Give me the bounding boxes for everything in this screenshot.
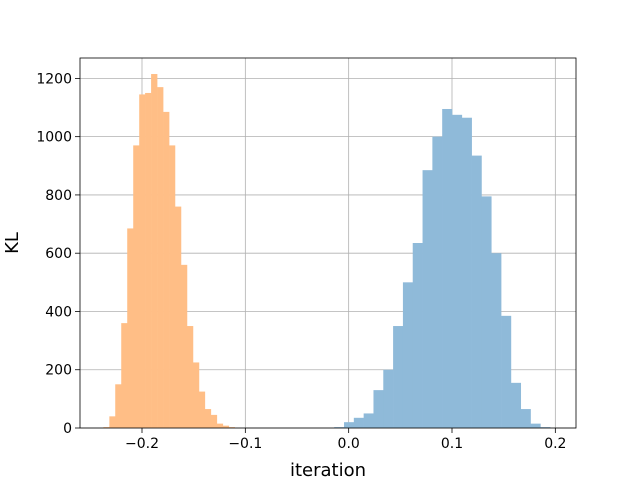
x-tick-label: 0.0 — [338, 436, 360, 452]
histogram-bar-series-2 — [432, 136, 443, 428]
histogram-bar-series-1 — [216, 423, 224, 428]
histogram-bar-series-2 — [344, 422, 355, 428]
histogram-bar-series-1 — [228, 427, 235, 428]
histogram-bar-series-2 — [471, 155, 482, 428]
y-axis-label: KL — [2, 232, 23, 254]
y-tick-label: 1200 — [36, 71, 72, 87]
histogram-bar-series-2 — [461, 117, 472, 428]
x-axis-label: iteration — [290, 460, 366, 480]
histogram-bar-series-1 — [222, 425, 230, 428]
histogram-bar-series-2 — [363, 413, 374, 428]
histogram-bar-series-1 — [121, 323, 128, 428]
histogram-bar-series-1 — [139, 94, 146, 428]
histogram-bar-series-2 — [481, 196, 492, 428]
y-tick-label: 400 — [45, 304, 72, 320]
histogram-bar-series-2 — [491, 253, 502, 428]
histogram-bar-series-1 — [151, 74, 158, 428]
histogram-bar-series-2 — [383, 369, 394, 428]
y-tick-label: 600 — [45, 246, 72, 262]
histogram-bar-series-2 — [412, 243, 423, 428]
x-tick-label: 0.2 — [544, 436, 566, 452]
histogram-bar-series-1 — [163, 111, 170, 428]
y-tick-label: 800 — [45, 188, 72, 204]
histogram-bar-series-1 — [210, 414, 218, 428]
histogram-bar-series-1 — [169, 145, 176, 428]
histogram-bar-series-1 — [127, 228, 134, 428]
histogram-bar-series-2 — [452, 114, 463, 428]
histogram-bar-series-1 — [133, 145, 140, 428]
histogram-bar-series-2 — [393, 326, 404, 428]
histogram-bar-series-1 — [109, 416, 116, 428]
histogram-bar-series-1 — [103, 427, 110, 428]
histogram-bar-series-1 — [145, 92, 152, 428]
histogram-bar-series-1 — [192, 362, 200, 428]
histogram-bar-series-2 — [530, 423, 541, 428]
histogram-bar-series-1 — [186, 326, 194, 428]
y-axis-ticks: 0 200 400 600 800 1000 1200 — [36, 71, 80, 437]
x-axis-ticks: −0.2 −0.1 0.0 0.1 0.2 — [125, 428, 566, 452]
histogram-bar-series-1 — [204, 409, 212, 428]
histogram-bar-series-2 — [353, 417, 364, 428]
histogram-bar-series-2 — [501, 315, 512, 428]
histogram-bar-series-2 — [373, 390, 384, 428]
histogram-bar-series-1 — [174, 206, 182, 428]
x-tick-label: 0.1 — [441, 436, 463, 452]
histogram-bar-series-2 — [540, 427, 551, 428]
y-tick-label: 1000 — [36, 130, 72, 146]
histogram-bar-series-2 — [402, 282, 414, 428]
histogram-bar-series-2 — [422, 170, 433, 429]
plot-frame — [79, 57, 577, 429]
histogram-bars — [103, 74, 551, 429]
histogram-bar-series-2 — [442, 108, 453, 428]
histogram-bar-series-2 — [510, 382, 522, 428]
histogram-bar-series-1 — [115, 384, 122, 428]
histogram-bar-series-1 — [198, 391, 206, 428]
y-tick-label: 0 — [63, 421, 72, 437]
histogram-bar-series-1 — [180, 264, 188, 428]
histogram-bar-series-2 — [334, 427, 345, 428]
histogram-bar-series-2 — [520, 409, 531, 428]
x-tick-label: −0.2 — [125, 436, 159, 452]
y-tick-label: 200 — [45, 363, 72, 379]
x-tick-label: −0.1 — [228, 436, 262, 452]
histogram-bar-series-1 — [157, 87, 164, 429]
